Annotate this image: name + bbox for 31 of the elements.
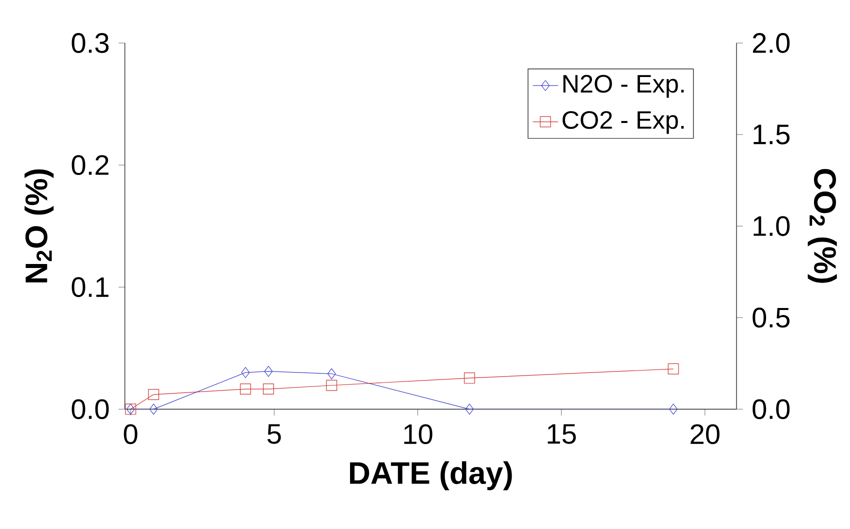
point [464, 372, 475, 384]
point [149, 404, 158, 415]
point [262, 384, 274, 395]
x-tick-label: 20 [690, 424, 720, 444]
y2-tick-label: 0.0 [752, 399, 790, 420]
y-axis-title: N$_{2}$O (%) [24, 169, 54, 282]
y2-axis-title: CO$_{2}$ (%) [808, 169, 837, 283]
legend-label: CO2 - Exp. [562, 111, 684, 134]
point [669, 404, 678, 415]
x-tick-label: 10 [404, 424, 432, 444]
y2-tick-label: 1.0 [754, 216, 790, 236]
y2-tick-label: 2.0 [752, 33, 790, 54]
point [264, 366, 273, 377]
point [327, 368, 336, 380]
point [326, 380, 338, 391]
x-tick-label: 15 [548, 424, 576, 444]
y-tick-label: 0.1 [72, 277, 108, 298]
y2-tick-label: 1.5 [754, 124, 790, 144]
y-tick-label: 0.3 [72, 33, 109, 54]
y-tick-label: 0.0 [72, 399, 109, 420]
y2-tick-label: 0.5 [752, 308, 790, 328]
x-tick-label: 0 [124, 424, 138, 444]
point [240, 384, 251, 395]
point [241, 367, 250, 378]
y-tick-label: 0.2 [72, 155, 108, 176]
x-axis-title: DATE (day) [350, 461, 512, 490]
point [668, 363, 679, 374]
legend-label: N2O - Exp. [563, 74, 684, 98]
point [148, 389, 160, 400]
point [465, 404, 474, 415]
x-tick-label: 5 [267, 424, 281, 444]
